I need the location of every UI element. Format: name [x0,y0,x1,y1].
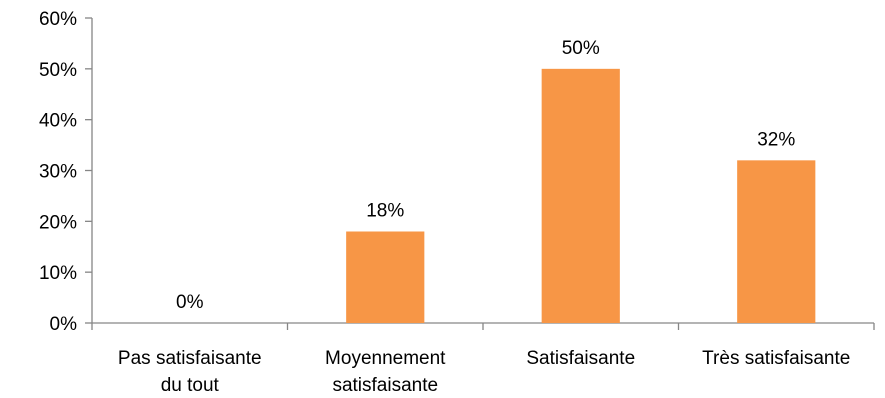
category-label: Satisfaisante [526,348,635,369]
category-label: Très satisfaisante [702,348,850,369]
category-label: Moyennement [325,348,446,369]
category-label: Pas satisfaisante [118,348,262,369]
y-tick-label: 0% [50,314,78,335]
y-tick-label: 50% [39,60,77,81]
data-label: 18% [366,201,404,222]
y-tick-label: 40% [39,111,77,132]
data-label: 32% [757,129,795,150]
y-tick-label: 10% [39,263,77,284]
y-tick-label: 20% [39,212,77,233]
y-axis: 0% 10% 20% 30% 40% 50% 60% [39,9,93,335]
data-labels: 0% 18% 50% 32% [176,38,795,313]
bar [346,231,425,323]
data-label: 50% [562,38,600,59]
category-label: du tout [161,375,220,396]
category-labels: Pas satisfaisante du tout Moyennement satis… [118,348,850,396]
bar [541,68,620,323]
bars [346,68,816,323]
y-tick-label: 60% [39,9,77,30]
data-label: 0% [176,292,204,313]
y-tick-label: 30% [39,162,77,183]
bar [737,160,816,323]
category-label: satisfaisante [332,375,438,396]
x-axis [91,322,875,330]
